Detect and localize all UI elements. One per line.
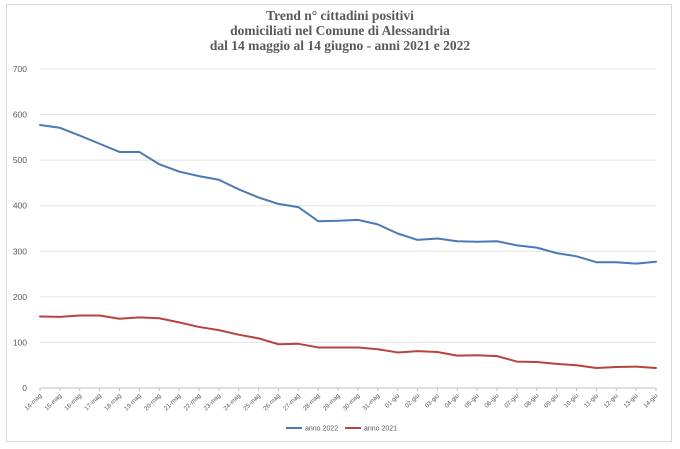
x-tick-label: 31-mag xyxy=(361,392,381,412)
y-tick-label: 300 xyxy=(13,246,27,256)
chart-frame xyxy=(6,4,672,442)
x-tick-label: 27-mag xyxy=(282,392,302,412)
chart-title-line-2: domiciliati nel Comune di Alessandria xyxy=(230,23,450,38)
x-tick-label: 04-giu xyxy=(444,392,462,410)
gridlines xyxy=(40,68,656,389)
x-tick-label: 25-mag xyxy=(242,392,262,412)
legend: anno 2022 anno 2021 xyxy=(286,426,397,433)
x-tick-label: 14-giu xyxy=(642,392,660,410)
x-tick-label: 16-mag xyxy=(63,392,83,412)
series-line-2 xyxy=(39,314,657,369)
x-tick-label: 14-mag xyxy=(24,392,44,412)
y-tick-label: 600 xyxy=(13,110,27,120)
y-tick-label: 100 xyxy=(13,337,27,347)
x-tick-label: 08-giu xyxy=(523,392,541,410)
x-tick-label: 26-mag xyxy=(262,392,282,412)
x-tick-label: 22-mag xyxy=(183,392,203,412)
y-tick-label: 400 xyxy=(13,201,27,211)
x-tick-label: 28-mag xyxy=(302,392,322,412)
x-tick-label: 10-giu xyxy=(563,392,581,410)
y-axis-ticks: 0 100 200 300 400 500 600 700 xyxy=(13,64,27,393)
y-tick-label: 200 xyxy=(13,292,27,302)
x-tick-label: 20-mag xyxy=(143,392,163,412)
x-tick-label: 19-mag xyxy=(123,392,143,412)
y-tick-label: 500 xyxy=(13,155,27,165)
chart-title-line-1: Trend n° cittadini positivi xyxy=(266,8,414,23)
x-tick-label: 07-giu xyxy=(503,392,521,410)
x-tick-label: 06-giu xyxy=(483,392,501,410)
x-tick-label: 09-giu xyxy=(543,392,561,410)
x-tick-label: 01-giu xyxy=(384,392,402,410)
y-tick-label: 0 xyxy=(22,383,27,393)
x-tick-label: 05-giu xyxy=(463,392,481,410)
chart-title: Trend n° cittadini positivi domiciliati … xyxy=(0,8,680,53)
series-line-1 xyxy=(39,124,657,265)
x-tick-label: 15-mag xyxy=(43,392,63,412)
x-tick-label: 21-mag xyxy=(163,392,183,412)
x-tick-label: 17-mag xyxy=(83,392,103,412)
legend-label-2: anno 2021 xyxy=(364,426,397,433)
x-tick-label: 12-giu xyxy=(603,392,621,410)
x-tick-label: 03-giu xyxy=(424,392,442,410)
series-lines xyxy=(39,124,657,369)
x-tick-label: 24-mag xyxy=(222,392,242,412)
x-tick-label: 18-mag xyxy=(103,392,123,412)
x-tick-label: 23-mag xyxy=(202,392,222,412)
y-tick-label: 700 xyxy=(13,64,27,74)
x-tick-label: 11-giu xyxy=(583,392,600,409)
x-tick-label: 13-giu xyxy=(622,392,640,410)
x-axis-ticks: 14-mag 15-mag 16-mag 17-mag 18-mag 19-mag 20-m… xyxy=(24,388,660,412)
x-tick-label: 29-mag xyxy=(322,392,342,412)
x-tick-label: 02-giu xyxy=(404,392,422,410)
x-tick-label: 30-mag xyxy=(342,392,362,412)
chart-title-line-3: dal 14 maggio al 14 giugno - anni 2021 e… xyxy=(209,38,471,53)
legend-label-1: anno 2022 xyxy=(305,426,338,433)
